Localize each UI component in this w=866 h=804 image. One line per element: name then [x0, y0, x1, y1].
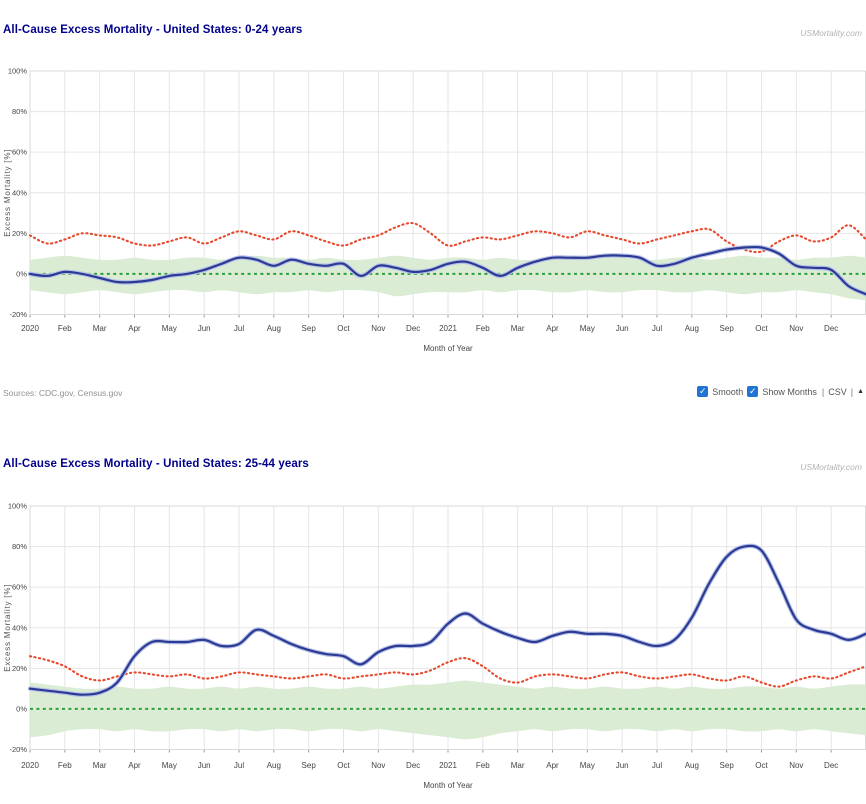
y-tick-label: 20%: [12, 664, 27, 673]
x-tick-label: Mar: [93, 761, 107, 770]
separator: |: [850, 386, 854, 397]
x-tick-label: 2021: [439, 324, 457, 333]
x-tick-label: Sep: [720, 324, 735, 333]
watermark-text: USMortality.com: [800, 462, 862, 472]
x-tick-label: Nov: [789, 324, 803, 333]
x-tick-label: Dec: [406, 761, 420, 770]
check-icon: ✓: [749, 386, 757, 396]
x-axis-title: Month of Year: [423, 344, 473, 353]
y-tick-label: 80%: [12, 107, 27, 116]
x-tick-label: Sep: [720, 761, 735, 770]
separator: |: [821, 386, 825, 397]
excess-line: [28, 544, 866, 696]
x-tick-label: May: [162, 761, 177, 770]
chart-controls: ✓ Smooth ✓ Show Months | CSV | ▲: [697, 386, 864, 397]
x-tick-label: Feb: [58, 761, 72, 770]
x-tick-label: Jul: [652, 761, 662, 770]
x-tick-label: Mar: [511, 761, 525, 770]
y-tick-label: 0%: [16, 704, 27, 713]
sources-text: Sources: CDC.gov, Census.gov: [3, 388, 123, 398]
x-tick-label: Dec: [406, 324, 420, 333]
check-icon: ✓: [699, 386, 707, 396]
expected-band: [30, 680, 866, 740]
show-months-label[interactable]: Show Months: [762, 386, 817, 397]
x-tick-label: Jul: [652, 324, 662, 333]
y-tick-label: 20%: [12, 229, 27, 238]
x-tick-label: Jun: [198, 324, 211, 333]
x-tick-label: Feb: [58, 324, 72, 333]
excess-line: [28, 245, 866, 296]
y-tick-label: 100%: [8, 67, 28, 76]
x-tick-label: Jun: [616, 761, 629, 770]
x-tick-label: Nov: [371, 324, 385, 333]
x-tick-label: Jul: [234, 761, 244, 770]
x-tick-label: Aug: [685, 324, 699, 333]
y-tick-label: 100%: [8, 502, 28, 511]
y-tick-label: -20%: [9, 310, 27, 319]
y-tick-label: -20%: [9, 745, 27, 754]
x-tick-label: Aug: [685, 761, 699, 770]
smooth-label[interactable]: Smooth: [712, 386, 744, 397]
x-tick-label: Dec: [824, 324, 838, 333]
x-tick-label: Apr: [546, 324, 559, 333]
x-tick-label: Apr: [128, 324, 141, 333]
chart-canvas-25-44: 2020 Feb Mar Apr May Jun Jul Aug Sep Oct Nov Dec 202…: [3, 502, 866, 790]
x-tick-label: Dec: [824, 761, 838, 770]
x-tick-label: Feb: [476, 324, 490, 333]
x-tick-label: Feb: [476, 761, 490, 770]
x-tick-label: Apr: [128, 761, 141, 770]
chart-title-0-24: All-Cause Excess Mortality - United Stat…: [3, 24, 303, 36]
x-axis-title: Month of Year: [423, 781, 473, 790]
collapse-icon[interactable]: ▲: [857, 388, 864, 395]
baseline-dotted-line: [28, 655, 866, 688]
x-tick-label: Mar: [93, 324, 107, 333]
x-tick-label: Aug: [267, 761, 281, 770]
x-tick-label: Jun: [616, 324, 629, 333]
x-tick-label: Oct: [337, 324, 350, 333]
x-tick-label: Jul: [234, 324, 244, 333]
y-tick-label: 60%: [12, 583, 27, 592]
y-axis-title: Excess Mortality [%]: [3, 149, 12, 237]
baseline-dotted-line: [28, 221, 866, 254]
y-tick-label: 40%: [12, 188, 27, 197]
show-months-checkbox[interactable]: ✓: [747, 386, 759, 397]
y-tick-label: 60%: [12, 148, 27, 157]
x-tick-label: Apr: [546, 761, 559, 770]
x-tick-label: Nov: [371, 761, 385, 770]
smooth-checkbox[interactable]: ✓: [697, 386, 709, 397]
y-tick-label: 0%: [16, 269, 27, 278]
chart-title-25-44: All-Cause Excess Mortality - United Stat…: [3, 458, 309, 470]
x-tick-label: Oct: [337, 761, 350, 770]
y-axis-title: Excess Mortality [%]: [3, 584, 12, 672]
x-tick-label: Jun: [198, 761, 211, 770]
x-tick-label: 2020: [21, 324, 39, 333]
chart-canvas-0-24: 2020 Feb Mar Apr May Jun Jul Aug Sep Oct Nov Dec 202…: [3, 67, 866, 353]
csv-link[interactable]: CSV: [828, 386, 847, 397]
x-tick-label: Aug: [267, 324, 281, 333]
x-tick-label: May: [580, 761, 595, 770]
x-tick-label: Oct: [755, 761, 768, 770]
y-tick-label: 80%: [12, 542, 27, 551]
x-tick-label: Nov: [789, 761, 803, 770]
x-tick-label: 2020: [21, 761, 39, 770]
watermark-text: USMortality.com: [800, 28, 862, 38]
x-tick-label: 2021: [439, 761, 457, 770]
y-tick-label: 40%: [12, 623, 27, 632]
x-tick-label: Sep: [302, 761, 317, 770]
x-tick-label: May: [162, 324, 177, 333]
x-tick-label: May: [580, 324, 595, 333]
x-tick-label: Oct: [755, 324, 768, 333]
x-tick-label: Mar: [511, 324, 525, 333]
x-tick-label: Sep: [302, 324, 317, 333]
